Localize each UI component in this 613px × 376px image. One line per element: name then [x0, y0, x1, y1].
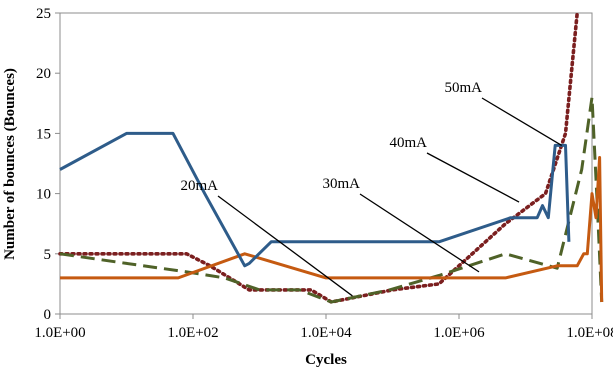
y-tick-label: 10: [36, 187, 51, 203]
annotation-leader-line: [217, 195, 353, 297]
plot-frame: [59, 12, 593, 315]
series-line-50ma: [59, 131, 571, 268]
series-line-40ma: [59, 95, 604, 304]
x-axis-title: Cycles: [305, 352, 347, 368]
series-line-20ma: [58, 11, 580, 304]
x-tick-label: 1.0E+06: [433, 325, 485, 341]
annotation-leader-line: [359, 193, 480, 273]
annotation-label: 40mA: [390, 135, 428, 151]
annotation-layer: 50mA 40mA 30mA 20mA: [181, 80, 563, 297]
x-tick-label: 1.0E+00: [34, 325, 85, 341]
y-axis-ticks: 0 5 10 15 20 25: [36, 6, 60, 323]
series-layer: [58, 11, 604, 304]
y-tick-label: 0: [44, 307, 52, 323]
x-tick-label: 1.0E+04: [300, 325, 352, 341]
annotation-leader-line: [481, 97, 563, 146]
y-axis-title: Number of bounces (Bounces): [2, 68, 18, 260]
y-tick-label: 5: [44, 247, 52, 263]
y-tick-label: 25: [36, 6, 51, 22]
x-axis-ticks: 1.0E+00 1.0E+02 1.0E+04 1.0E+06 1.0E+08: [34, 314, 613, 341]
annotation-label: 50mA: [445, 80, 483, 96]
annotation-label: 20mA: [181, 178, 219, 194]
x-tick-label: 1.0E+08: [566, 325, 613, 341]
annotation-leader-line: [426, 152, 520, 203]
y-tick-label: 15: [36, 126, 51, 142]
y-tick-label: 20: [36, 66, 51, 82]
series-line-30ma: [60, 156, 604, 303]
annotation-label: 30mA: [323, 176, 361, 192]
x-tick-label: 1.0E+02: [167, 325, 218, 341]
